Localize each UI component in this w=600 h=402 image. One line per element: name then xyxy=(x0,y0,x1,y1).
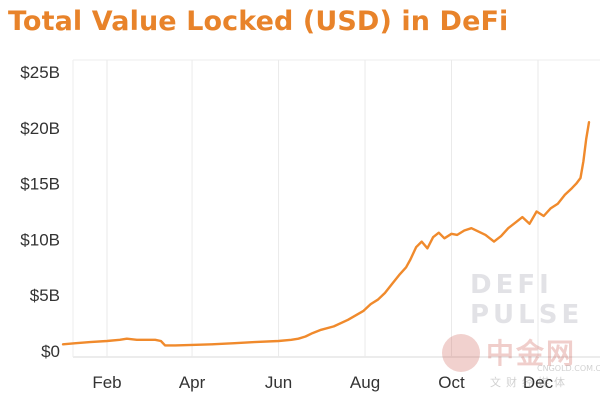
y-tick-label: $0 xyxy=(41,342,60,361)
chart-title: Total Value Locked (USD) in DeFi xyxy=(8,6,509,37)
watermark-line-1: DEFI xyxy=(470,270,553,300)
cngold-logo-icon xyxy=(442,334,480,372)
y-tick-label: $20B xyxy=(20,119,60,138)
y-tick-labels: $0 $5B $10B $15B $20B $25B xyxy=(20,63,60,361)
y-tick-label: $5B xyxy=(30,286,60,305)
tvl-series-line xyxy=(61,121,591,347)
y-tick-label: $15B xyxy=(20,175,60,194)
x-tick-label: Dec xyxy=(523,373,554,392)
cngold-site: CNGOLD.COM.CN xyxy=(537,364,600,373)
x-tick-label: Aug xyxy=(350,373,380,392)
watermark-line-2: PULSE xyxy=(470,300,584,330)
x-tick-labels: Feb Apr Jun Aug Oct Dec xyxy=(92,373,553,392)
gridlines xyxy=(106,60,539,357)
y-tick-label: $10B xyxy=(20,230,60,249)
plot-frame xyxy=(72,59,600,358)
x-tick-label: Jun xyxy=(265,373,292,392)
x-tick-label: Apr xyxy=(179,373,206,392)
y-tick-label: $25B xyxy=(20,63,60,82)
x-tick-label: Oct xyxy=(438,373,465,392)
cngold-subtitle: 文财经媒体 xyxy=(490,376,570,389)
cngold-wordmark: 中金网 xyxy=(486,337,577,370)
defi-pulse-watermark: DEFI PULSE xyxy=(470,270,583,330)
x-tick-label: Feb xyxy=(92,373,121,392)
